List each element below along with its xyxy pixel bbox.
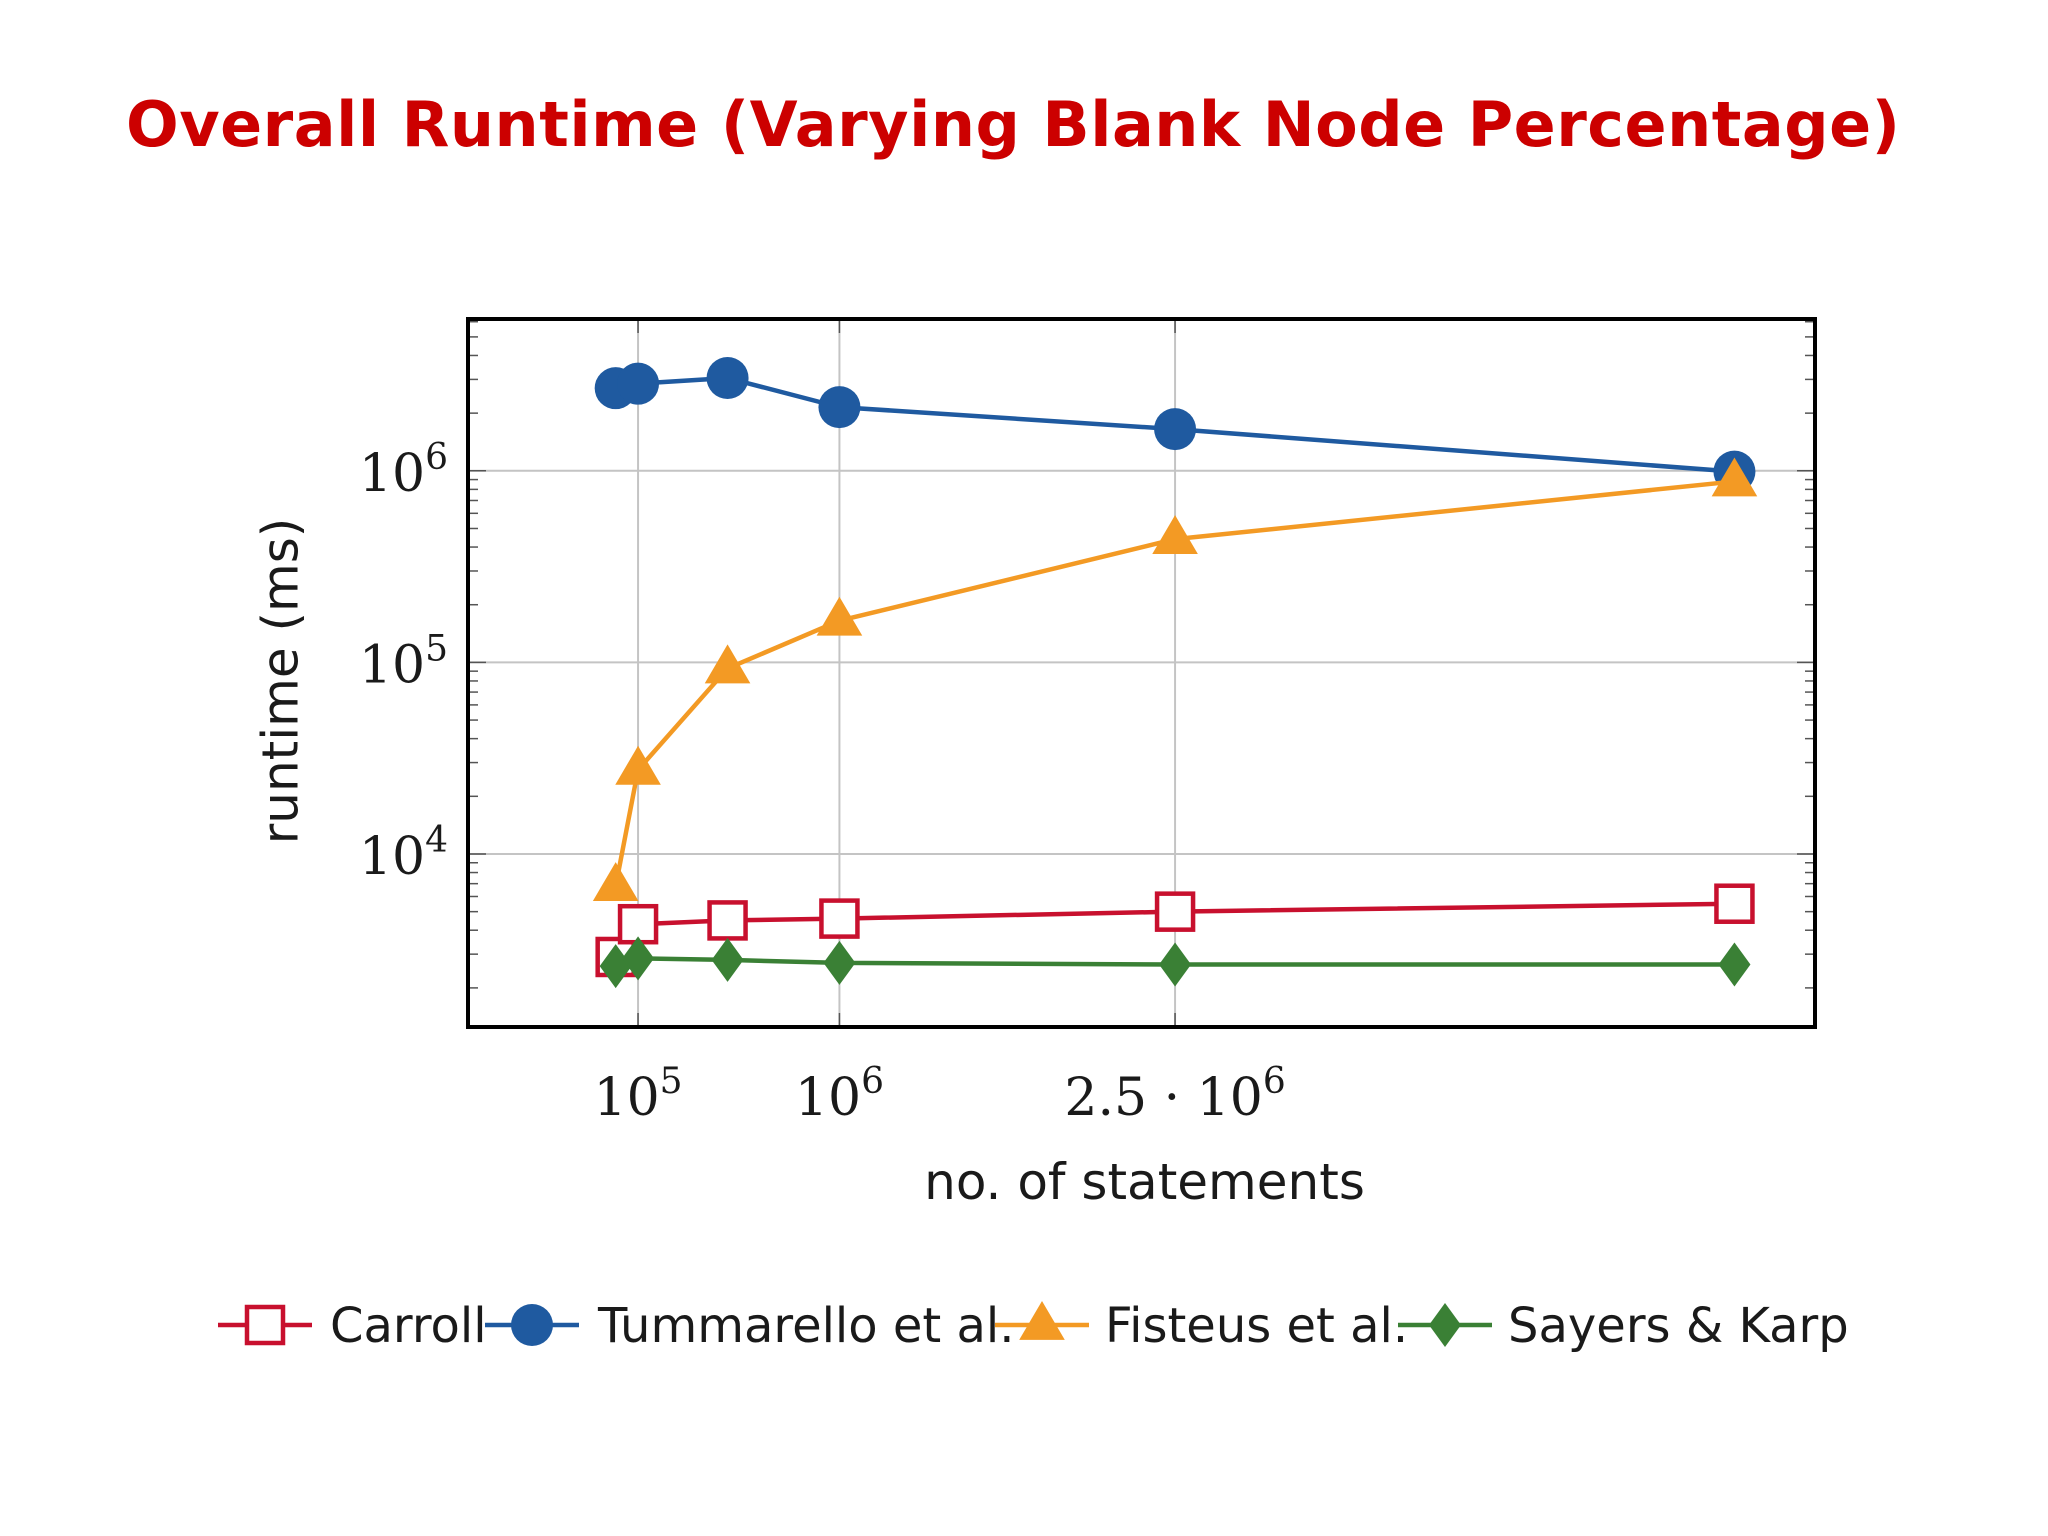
legend-item-tummarello-et-al: Tummarello et al.	[485, 1298, 1015, 1354]
y-tick-label: 106	[359, 437, 448, 504]
carroll-point	[819, 898, 860, 939]
y-tick-label: 105	[359, 628, 448, 695]
tummarello-et-al-point	[818, 386, 861, 429]
sayers-karp-point	[622, 936, 655, 981]
series-layer	[592, 357, 1758, 989]
legend-label: Fisteus et al.	[1105, 1298, 1408, 1354]
sayers-karp-point	[599, 944, 632, 989]
series-tummarello-et-al	[594, 357, 1756, 493]
slide-title: Overall Runtime (Varying Blank Node Perc…	[126, 88, 1901, 161]
tummarello-et-al-point	[1154, 408, 1197, 451]
sayers-karp-point	[823, 940, 856, 985]
y-tick-label: 104	[359, 820, 448, 887]
x-axis-label: no. of statements	[924, 1153, 1365, 1211]
legend: Carroll Tummarello et al. Fisteus et al. Sa…	[218, 1298, 1849, 1354]
sayers-karp-point	[1718, 942, 1751, 987]
carroll-point	[1154, 891, 1196, 932]
fisteus-et-al-point	[615, 745, 661, 785]
fisteus-et-al-line	[613, 479, 1735, 887]
carroll-point	[1714, 883, 1755, 924]
x-tick-label: 2.5 · 106	[1064, 1061, 1285, 1128]
series-fisteus-et-al	[592, 457, 1758, 901]
plot-frame	[466, 317, 1817, 1029]
tummarello-et-al-point	[617, 362, 660, 405]
legend-marker	[244, 1304, 286, 1346]
tick-labels: 104 105 106 105 106 2.5 · 106	[359, 437, 1286, 1128]
legend-item-carroll: Carroll	[218, 1298, 487, 1354]
legend-label: Carroll	[330, 1298, 487, 1354]
legend-label: Sayers & Karp	[1508, 1298, 1849, 1354]
legend-item-sayers-karp: Sayers & Karp	[1398, 1298, 1849, 1354]
legend-item-fisteus-et-al: Fisteus et al.	[995, 1298, 1408, 1354]
carroll-point	[707, 900, 748, 941]
x-tick-label: 105	[594, 1061, 683, 1128]
legend-label: Tummarello et al.	[597, 1298, 1015, 1354]
fisteus-et-al-point	[816, 596, 863, 636]
series-sayers-karp	[599, 936, 1751, 989]
tummarello-et-al-point	[706, 357, 749, 400]
fisteus-et-al-point	[592, 862, 639, 901]
sayers-karp-point	[1159, 942, 1192, 987]
fisteus-et-al-point	[1152, 515, 1198, 554]
series-carroll	[595, 883, 1755, 978]
x-tick-label: 106	[795, 1061, 884, 1128]
legend-marker	[1429, 1303, 1461, 1347]
fisteus-et-al-point	[1711, 457, 1758, 497]
legend-marker	[1019, 1301, 1065, 1340]
legend-marker	[511, 1304, 553, 1346]
y-axis-label: runtime (ms)	[252, 518, 310, 845]
sayers-karp-point	[711, 937, 744, 982]
fisteus-et-al-point	[704, 644, 751, 684]
